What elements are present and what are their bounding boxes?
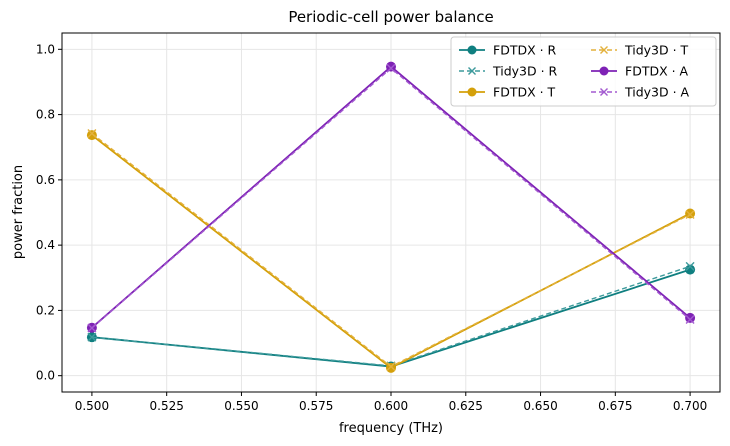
y-axis: 0.0 0.2 0.4 0.6 0.8 1.0 bbox=[36, 42, 62, 383]
y-tick-label: 0.8 bbox=[36, 108, 55, 122]
legend-label: Tidy3D · R bbox=[492, 64, 558, 79]
x-tick-label: 0.575 bbox=[299, 399, 333, 413]
legend-item: Tidy3D · A bbox=[591, 85, 690, 100]
data-point bbox=[685, 264, 696, 275]
y-tick-label: 0.0 bbox=[36, 369, 55, 383]
plot-frame bbox=[61, 32, 721, 393]
x-tick-label: 0.625 bbox=[449, 399, 483, 413]
data-point bbox=[87, 332, 97, 342]
x-tick-label: 0.600 bbox=[374, 399, 408, 413]
legend-item: FDTDX · R bbox=[459, 43, 557, 58]
data-point bbox=[386, 362, 396, 372]
data-point bbox=[685, 209, 695, 219]
x-axis: 0.500 0.525 0.550 0.575 0.600 0.625 0.650 0.675… bbox=[75, 392, 707, 413]
data-point bbox=[600, 46, 608, 54]
y-tick-label: 0.6 bbox=[36, 173, 55, 187]
data-point bbox=[467, 45, 477, 55]
data-point bbox=[87, 129, 97, 139]
legend-item: Tidy3D · R bbox=[459, 64, 558, 79]
legend-label: FDTDX · A bbox=[625, 64, 689, 79]
y-tick-label: 1.0 bbox=[36, 42, 55, 56]
legend-item: FDTDX · T bbox=[459, 85, 556, 100]
legend-item: FDTDX · A bbox=[591, 64, 689, 79]
data-point bbox=[599, 66, 609, 76]
legend-label: Tidy3D · T bbox=[624, 43, 689, 58]
legend-item: Tidy3D · T bbox=[591, 43, 689, 58]
x-tick-label: 0.500 bbox=[75, 399, 109, 413]
x-tick-label: 0.550 bbox=[224, 399, 258, 413]
data-point bbox=[386, 61, 396, 72]
legend-box bbox=[450, 36, 717, 107]
x-axis-label: frequency (THz) bbox=[339, 421, 443, 436]
data-point bbox=[386, 362, 396, 373]
x-tick-label: 0.525 bbox=[150, 399, 184, 413]
series-tidy3d-a bbox=[87, 63, 695, 333]
series-layer bbox=[86, 61, 696, 373]
data-point bbox=[87, 323, 97, 333]
legend-label: Tidy3D · A bbox=[624, 85, 690, 100]
data-point bbox=[467, 87, 477, 97]
data-point bbox=[86, 130, 97, 141]
data-point bbox=[386, 63, 396, 73]
legend-label: FDTDX · R bbox=[493, 43, 557, 58]
legend-label: FDTDX · T bbox=[493, 85, 556, 100]
x-tick-label: 0.700 bbox=[673, 399, 707, 413]
data-point bbox=[600, 88, 608, 96]
chart-title: Periodic-cell power balance bbox=[288, 8, 493, 26]
series-tidy3d-t bbox=[87, 129, 695, 372]
x-tick-label: 0.675 bbox=[598, 399, 632, 413]
legend: FDTDX · R Tidy3D · R FDTDX · T Tidy3D · T FD… bbox=[450, 36, 717, 107]
y-tick-label: 0.4 bbox=[36, 238, 55, 252]
y-axis-label: power fraction bbox=[11, 165, 26, 259]
x-tick-label: 0.650 bbox=[523, 399, 557, 413]
data-point bbox=[685, 315, 695, 325]
data-point bbox=[468, 67, 476, 75]
data-point bbox=[685, 312, 696, 323]
data-point bbox=[685, 261, 695, 271]
y-tick-label: 0.2 bbox=[36, 303, 55, 317]
